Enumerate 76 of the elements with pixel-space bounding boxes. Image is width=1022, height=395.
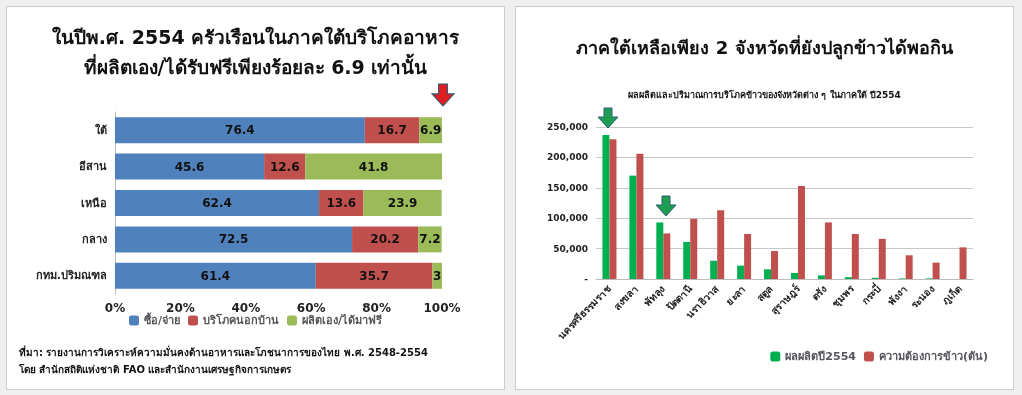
bar bbox=[824, 222, 832, 279]
bar bbox=[629, 175, 637, 279]
bar bbox=[363, 190, 442, 216]
data-label: 13.6 bbox=[326, 196, 357, 210]
data-label: 12.6 bbox=[269, 159, 300, 174]
bar bbox=[959, 247, 967, 279]
data-label: 72.5 bbox=[218, 232, 249, 247]
legend-label: ซื้อ/จ่าย bbox=[143, 312, 181, 327]
x-tick-label: สตูล bbox=[754, 283, 777, 306]
bar bbox=[744, 234, 752, 279]
y-tick-label: อีสาน bbox=[79, 160, 107, 174]
y-tick-label: 50,000 bbox=[553, 243, 588, 254]
x-tick-label: 40% bbox=[231, 301, 261, 315]
data-label: 45.6 bbox=[174, 159, 205, 174]
bar bbox=[636, 153, 644, 279]
bar bbox=[932, 262, 940, 279]
bar bbox=[878, 238, 886, 279]
y-tick-label: - bbox=[584, 274, 589, 284]
bar bbox=[609, 139, 617, 279]
bar bbox=[764, 269, 772, 279]
bar bbox=[710, 260, 718, 279]
data-label: 76.4 bbox=[225, 123, 255, 138]
y-tick-label: กทม.ปริมณฑล bbox=[35, 269, 107, 283]
y-tick-label: 150,000 bbox=[547, 182, 588, 193]
bar bbox=[305, 153, 442, 180]
text: ที่มา: รายงานการวิเคราะห์ความมั่นคงด้านอาหารและโภชนาการของไทย พ.ศ. 2548-2554 bbox=[19, 344, 428, 358]
data-label: 23.9 bbox=[387, 196, 418, 210]
chart-title: ภาคใต้เหลือเพียง 2 จังหวัดที่ยังปลูกข้าวได้พอกิน bbox=[576, 34, 954, 60]
y-tick-label: ใต้ bbox=[95, 122, 107, 137]
x-tick-label: 20% bbox=[166, 301, 195, 315]
chart-title: ในปีพ.ศ. 2554 ครัวเรือนในภาคใต้บริโภคอาหาร ที่ผลิตเอง/ได้รับฟรีเพียงร้อยละ 6.9 เท่านั้น bbox=[51, 26, 461, 78]
bar bbox=[115, 117, 365, 144]
bar bbox=[683, 241, 691, 279]
y-tick-label: 250,000 bbox=[547, 122, 588, 132]
data-label: 3 bbox=[433, 268, 442, 283]
y-tick-label: เหนือ bbox=[81, 196, 107, 210]
y-tick-label: 200,000 bbox=[547, 152, 588, 163]
bar bbox=[115, 190, 320, 216]
data-label: 16.7 bbox=[377, 123, 407, 138]
data-label: 7.2 bbox=[419, 232, 441, 247]
bar bbox=[717, 210, 725, 279]
bar bbox=[905, 255, 913, 279]
x-tick-label: 100% bbox=[423, 301, 461, 315]
legend-label: บริโภคนอกบ้าน bbox=[203, 313, 279, 327]
bar bbox=[115, 153, 265, 180]
bar bbox=[771, 251, 779, 279]
bar bbox=[602, 134, 610, 279]
data-label: 41.8 bbox=[358, 159, 389, 174]
bar bbox=[851, 234, 859, 279]
bar bbox=[790, 272, 798, 279]
legend-label: ความต้องการข้าว(ตัน) bbox=[878, 350, 989, 363]
text: โดย สำนักสถิติแห่งชาติ FAO และสำนักงานเศรษฐกิจการเกษตร bbox=[18, 362, 293, 376]
bar bbox=[315, 262, 433, 289]
data-label: 62.4 bbox=[202, 196, 232, 210]
legend-label: ผลผลิตปี2554 bbox=[785, 350, 857, 363]
y-tick-label: 100,000 bbox=[547, 213, 588, 224]
bar bbox=[115, 226, 353, 253]
data-label: 20.2 bbox=[370, 232, 400, 247]
bar bbox=[656, 222, 664, 279]
bar bbox=[797, 185, 805, 279]
data-label: 61.4 bbox=[200, 268, 231, 283]
x-tick-label: 60% bbox=[296, 301, 326, 315]
chart-subtitle: ผลผลิตและปริมาณการบริโภคข้าวของจังหวัดต่าง ๆ ในภาคใต้ ปี2554 bbox=[628, 88, 901, 101]
data-label: 35.7 bbox=[359, 268, 389, 283]
legend-label: ผลิตเอง/ได้มาฟรี bbox=[302, 313, 383, 327]
bar bbox=[115, 262, 316, 289]
x-tick-label: 80% bbox=[362, 301, 391, 315]
bar bbox=[737, 265, 745, 279]
bar bbox=[352, 226, 419, 253]
y-tick-label: กลาง bbox=[82, 232, 107, 246]
x-tick-label: ตรัง bbox=[809, 283, 829, 303]
bar bbox=[663, 233, 671, 279]
x-tick-label: 0% bbox=[104, 301, 126, 315]
data-label: 6.9 bbox=[420, 123, 442, 138]
bar bbox=[817, 275, 825, 279]
bar bbox=[690, 218, 698, 279]
